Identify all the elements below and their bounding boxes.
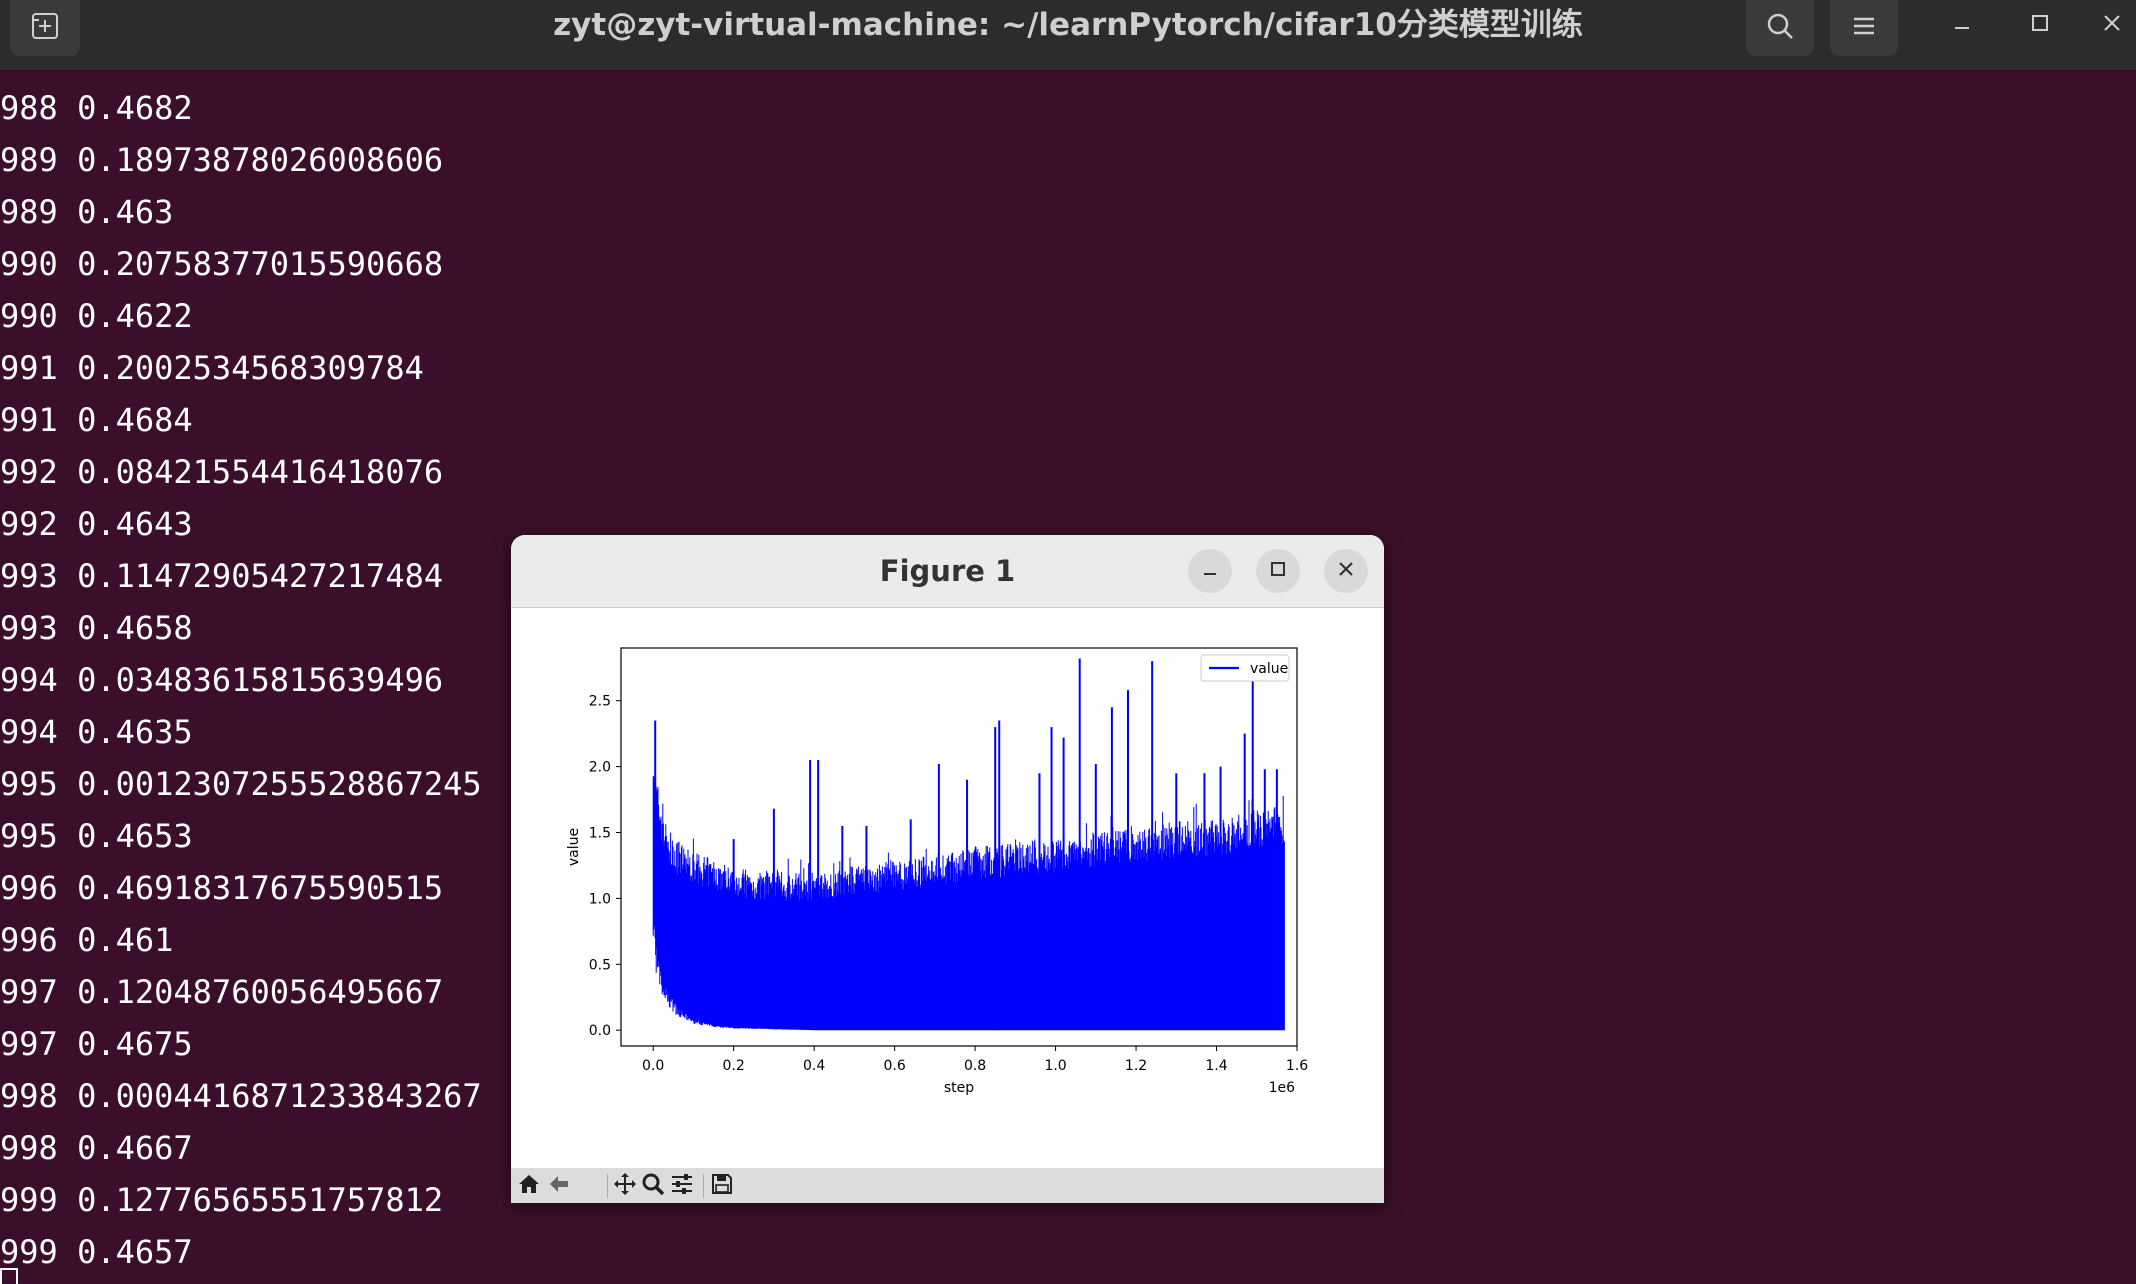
x-tick-label: 1.2 (1125, 1058, 1147, 1074)
zoom-button[interactable] (639, 1172, 667, 1200)
terminal-line: 998 0.0004416871233843267 (0, 1077, 482, 1115)
axes-frame (620, 647, 1298, 1047)
terminal-line: 990 0.4622 (0, 297, 193, 335)
x-tick-label: 1.0 (1044, 1058, 1066, 1074)
terminal-line: 995 0.4653 (0, 817, 193, 855)
legend-label: value (1250, 661, 1288, 677)
close-icon (1337, 560, 1355, 582)
figure-titlebar[interactable]: Figure 1 (511, 535, 1384, 608)
figure-close-button[interactable] (1324, 549, 1368, 593)
terminal-line: 989 0.18973878026008606 (0, 141, 444, 179)
figure-minimize-button[interactable] (1188, 549, 1232, 593)
x-tick-label: 0.6 (883, 1058, 905, 1074)
x-tick-label: 0.0 (642, 1058, 664, 1074)
home-icon (517, 1173, 541, 1199)
hamburger-menu-icon (1852, 15, 1876, 41)
terminal-titlebar: zyt@zyt-virtual-machine: ~/learnPytorch/… (0, 0, 2136, 70)
figure-window[interactable]: Figure 1 0.0 0.2 0.4 0.6 0.8 1.0 1.2 1.4 1.6 0.0 0… (511, 535, 1384, 1203)
maximize-icon (1269, 560, 1287, 582)
terminal-line: 997 0.4675 (0, 1025, 193, 1063)
minimize-icon (1201, 560, 1219, 582)
new-tab-icon (30, 11, 60, 45)
menu-button[interactable] (1830, 0, 1898, 56)
close-icon (2102, 13, 2122, 37)
close-button[interactable] (2088, 0, 2136, 50)
x-tick-label: 1.6 (1286, 1058, 1308, 1074)
new-tab-button[interactable] (10, 0, 80, 56)
y-tick-label: 2.5 (589, 694, 611, 710)
maximize-button[interactable] (2010, 0, 2070, 50)
terminal-cursor (0, 1268, 18, 1284)
toolbar-separator (607, 1174, 608, 1198)
figure-maximize-button[interactable] (1256, 549, 1300, 593)
pan-icon (613, 1172, 637, 1200)
maximize-icon (2030, 13, 2050, 37)
zoom-icon (641, 1172, 665, 1200)
terminal-line: 991 0.2002534568309784 (0, 349, 424, 387)
terminal-title: zyt@zyt-virtual-machine: ~/learnPytorch/… (553, 7, 1583, 43)
plot-canvas[interactable]: 0.0 0.2 0.4 0.6 0.8 1.0 1.2 1.4 1.6 0.0 0.5 1.0 1.5 2… (511, 608, 1384, 1163)
terminal-line: 992 0.4643 (0, 505, 193, 543)
save-floppy-icon (711, 1173, 733, 1199)
terminal-output[interactable]: 988 0.4682 989 0.18973878026008606 989 0… (0, 82, 2136, 1278)
save-button[interactable] (708, 1172, 736, 1200)
x-offset-label: 1e6 (1269, 1080, 1296, 1096)
series-line-value (652, 776, 1285, 1031)
figure-toolbar (511, 1168, 1384, 1203)
terminal-line: 990 0.20758377015590668 (0, 245, 444, 283)
terminal-line: 992 0.08421554416418076 (0, 453, 444, 491)
terminal-line: 999 0.12776565551757812 (0, 1181, 444, 1219)
line-chart: 0.0 0.2 0.4 0.6 0.8 1.0 1.2 1.4 1.6 0.0 0.5 1.0 1.5 2… (566, 647, 1308, 1096)
terminal-line: 989 0.463 (0, 193, 174, 231)
minimize-button[interactable] (1932, 0, 1992, 50)
x-axis-label: step (944, 1080, 974, 1096)
y-axis-label: value (566, 828, 582, 866)
search-icon (1765, 11, 1795, 45)
terminal-line: 993 0.4658 (0, 609, 193, 647)
minimize-icon (1952, 13, 1972, 37)
terminal-line: 998 0.4667 (0, 1129, 193, 1167)
back-button[interactable] (545, 1172, 573, 1200)
figure-title: Figure 1 (879, 554, 1016, 588)
y-tick-label: 1.5 (589, 826, 611, 842)
y-tick-label: 0.5 (589, 957, 611, 973)
pan-button[interactable] (611, 1172, 639, 1200)
legend-box (1200, 654, 1290, 682)
terminal-line: 988 0.4682 (0, 89, 193, 127)
terminal-line: 996 0.46918317675590515 (0, 869, 444, 907)
search-button[interactable] (1746, 0, 1814, 56)
terminal-line: 993 0.11472905427217484 (0, 557, 444, 595)
terminal-line: 991 0.4684 (0, 401, 193, 439)
terminal-line: 999 0.4657 (0, 1233, 193, 1271)
back-arrow-icon (547, 1173, 571, 1199)
terminal-line: 997 0.12048760056495667 (0, 973, 444, 1011)
x-tick-label: 0.2 (723, 1058, 745, 1074)
x-tick-label: 1.4 (1205, 1058, 1227, 1074)
y-tick-label: 1.0 (589, 891, 611, 907)
y-tick-label: 0.0 (589, 1023, 611, 1039)
configure-subplots-button[interactable] (668, 1172, 696, 1200)
terminal-line: 994 0.4635 (0, 713, 193, 751)
x-tick-label: 0.8 (964, 1058, 986, 1074)
toolbar-separator (703, 1174, 704, 1198)
terminal-line: 996 0.461 (0, 921, 174, 959)
terminal-line: 994 0.03483615815639496 (0, 661, 444, 699)
terminal-line: 995 0.0012307255528867245 (0, 765, 482, 803)
home-button[interactable] (515, 1172, 543, 1200)
x-tick-label: 0.4 (803, 1058, 825, 1074)
configure-sliders-icon (670, 1172, 694, 1200)
y-tick-label: 2.0 (589, 760, 611, 776)
